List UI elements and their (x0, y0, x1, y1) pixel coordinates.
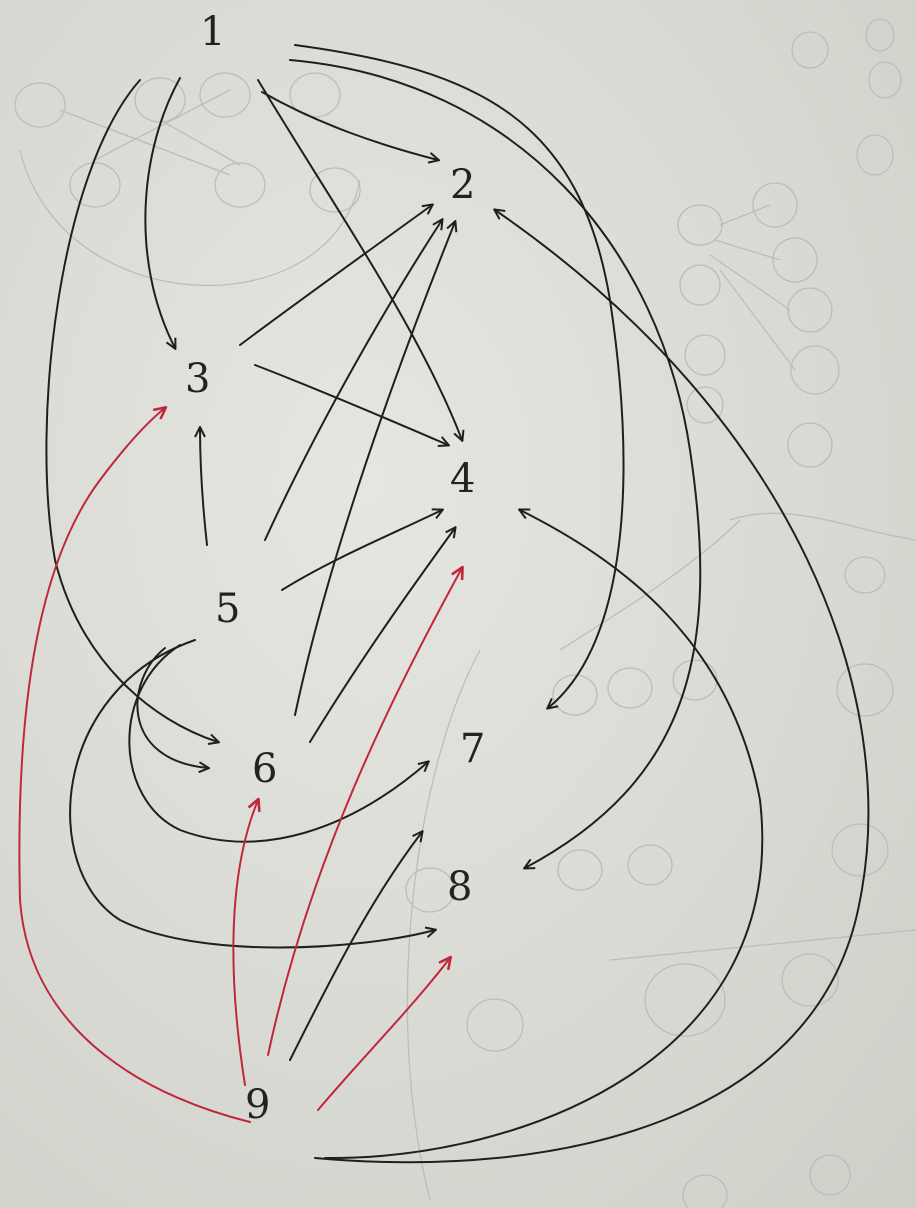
edge-1-to-3 (144, 77, 181, 348)
edge-9-to-8-red (317, 958, 450, 1111)
edge-1-to-7 (294, 44, 625, 708)
edge-5-to-3 (200, 428, 208, 546)
edge-5-to-8 (69, 639, 435, 949)
edge-9-to-3-red (18, 408, 251, 1123)
edge-3-to-4 (254, 364, 448, 445)
node-9: 9 (245, 1082, 270, 1128)
edge-9-to-8 (289, 832, 422, 1061)
edge-1-to-2 (261, 91, 438, 160)
edge-9-to-4-red (267, 568, 462, 1056)
edge-5-to-2 (264, 220, 442, 541)
node-4: 4 (450, 456, 475, 502)
node-8: 8 (447, 864, 472, 910)
edge-1-to-6 (45, 79, 218, 742)
node-5: 5 (215, 586, 240, 632)
node-7: 7 (460, 726, 485, 772)
edge-1-to-8 (289, 59, 702, 868)
node-2: 2 (450, 162, 475, 208)
edge-9-to-2 (314, 210, 870, 1164)
edge-9-to-6-red (232, 800, 258, 1086)
edge-1-to-4 (257, 79, 462, 440)
node-3: 3 (185, 356, 210, 402)
edge-3-to-2 (239, 205, 432, 346)
node-1: 1 (200, 9, 225, 55)
edge-6-to-4 (309, 528, 455, 743)
nodes: 1 2 3 4 5 6 7 8 9 (185, 9, 485, 1128)
edge-5-to-7 (128, 644, 428, 843)
edge-6-to-2 (294, 222, 455, 716)
edges (18, 44, 870, 1164)
bleed-through-sketches (14, 18, 916, 1208)
edge-9-to-4 (324, 510, 764, 1160)
node-6: 6 (252, 746, 277, 792)
edge-5-to-6 (136, 647, 208, 768)
edge-5-to-4 (281, 510, 442, 591)
